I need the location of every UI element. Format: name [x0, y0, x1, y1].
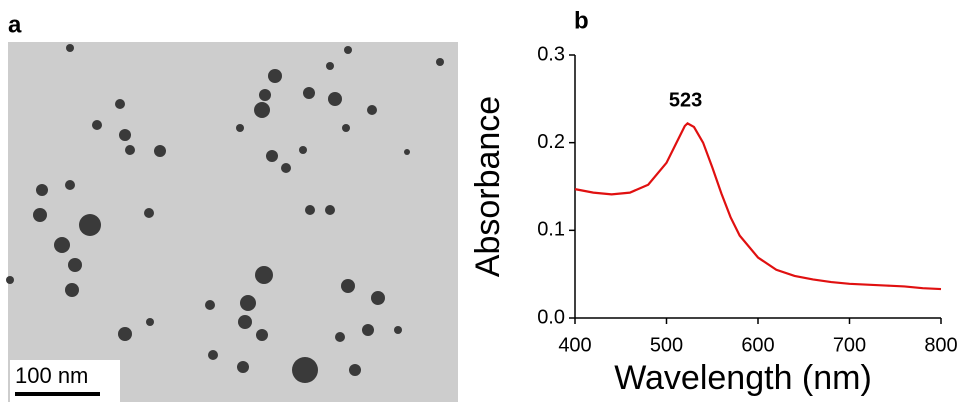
x-tick-label: 600 — [741, 334, 774, 356]
y-tick-label: 0.0 — [537, 306, 565, 328]
panel-label: b — [574, 7, 589, 34]
scale-bar-label: 100 nm — [15, 363, 88, 388]
data-line — [574, 122, 942, 291]
peak-annotation: 523 — [669, 90, 702, 112]
x-axis-label: Wavelength (nm) — [614, 359, 872, 397]
x-tick-label: 700 — [833, 334, 866, 356]
y-axis-label: Absorbance — [469, 96, 507, 277]
x-tick-label: 400 — [558, 334, 591, 356]
panel-label: a — [8, 11, 22, 38]
y-tick-label: 0.2 — [537, 131, 565, 153]
y-tick-label: 0.1 — [537, 219, 565, 241]
y-tick-label: 0.3 — [537, 43, 565, 65]
x-tick-label: 500 — [650, 334, 683, 356]
x-tick-label: 800 — [924, 334, 957, 356]
tem-image: 100 nm — [6, 42, 458, 402]
